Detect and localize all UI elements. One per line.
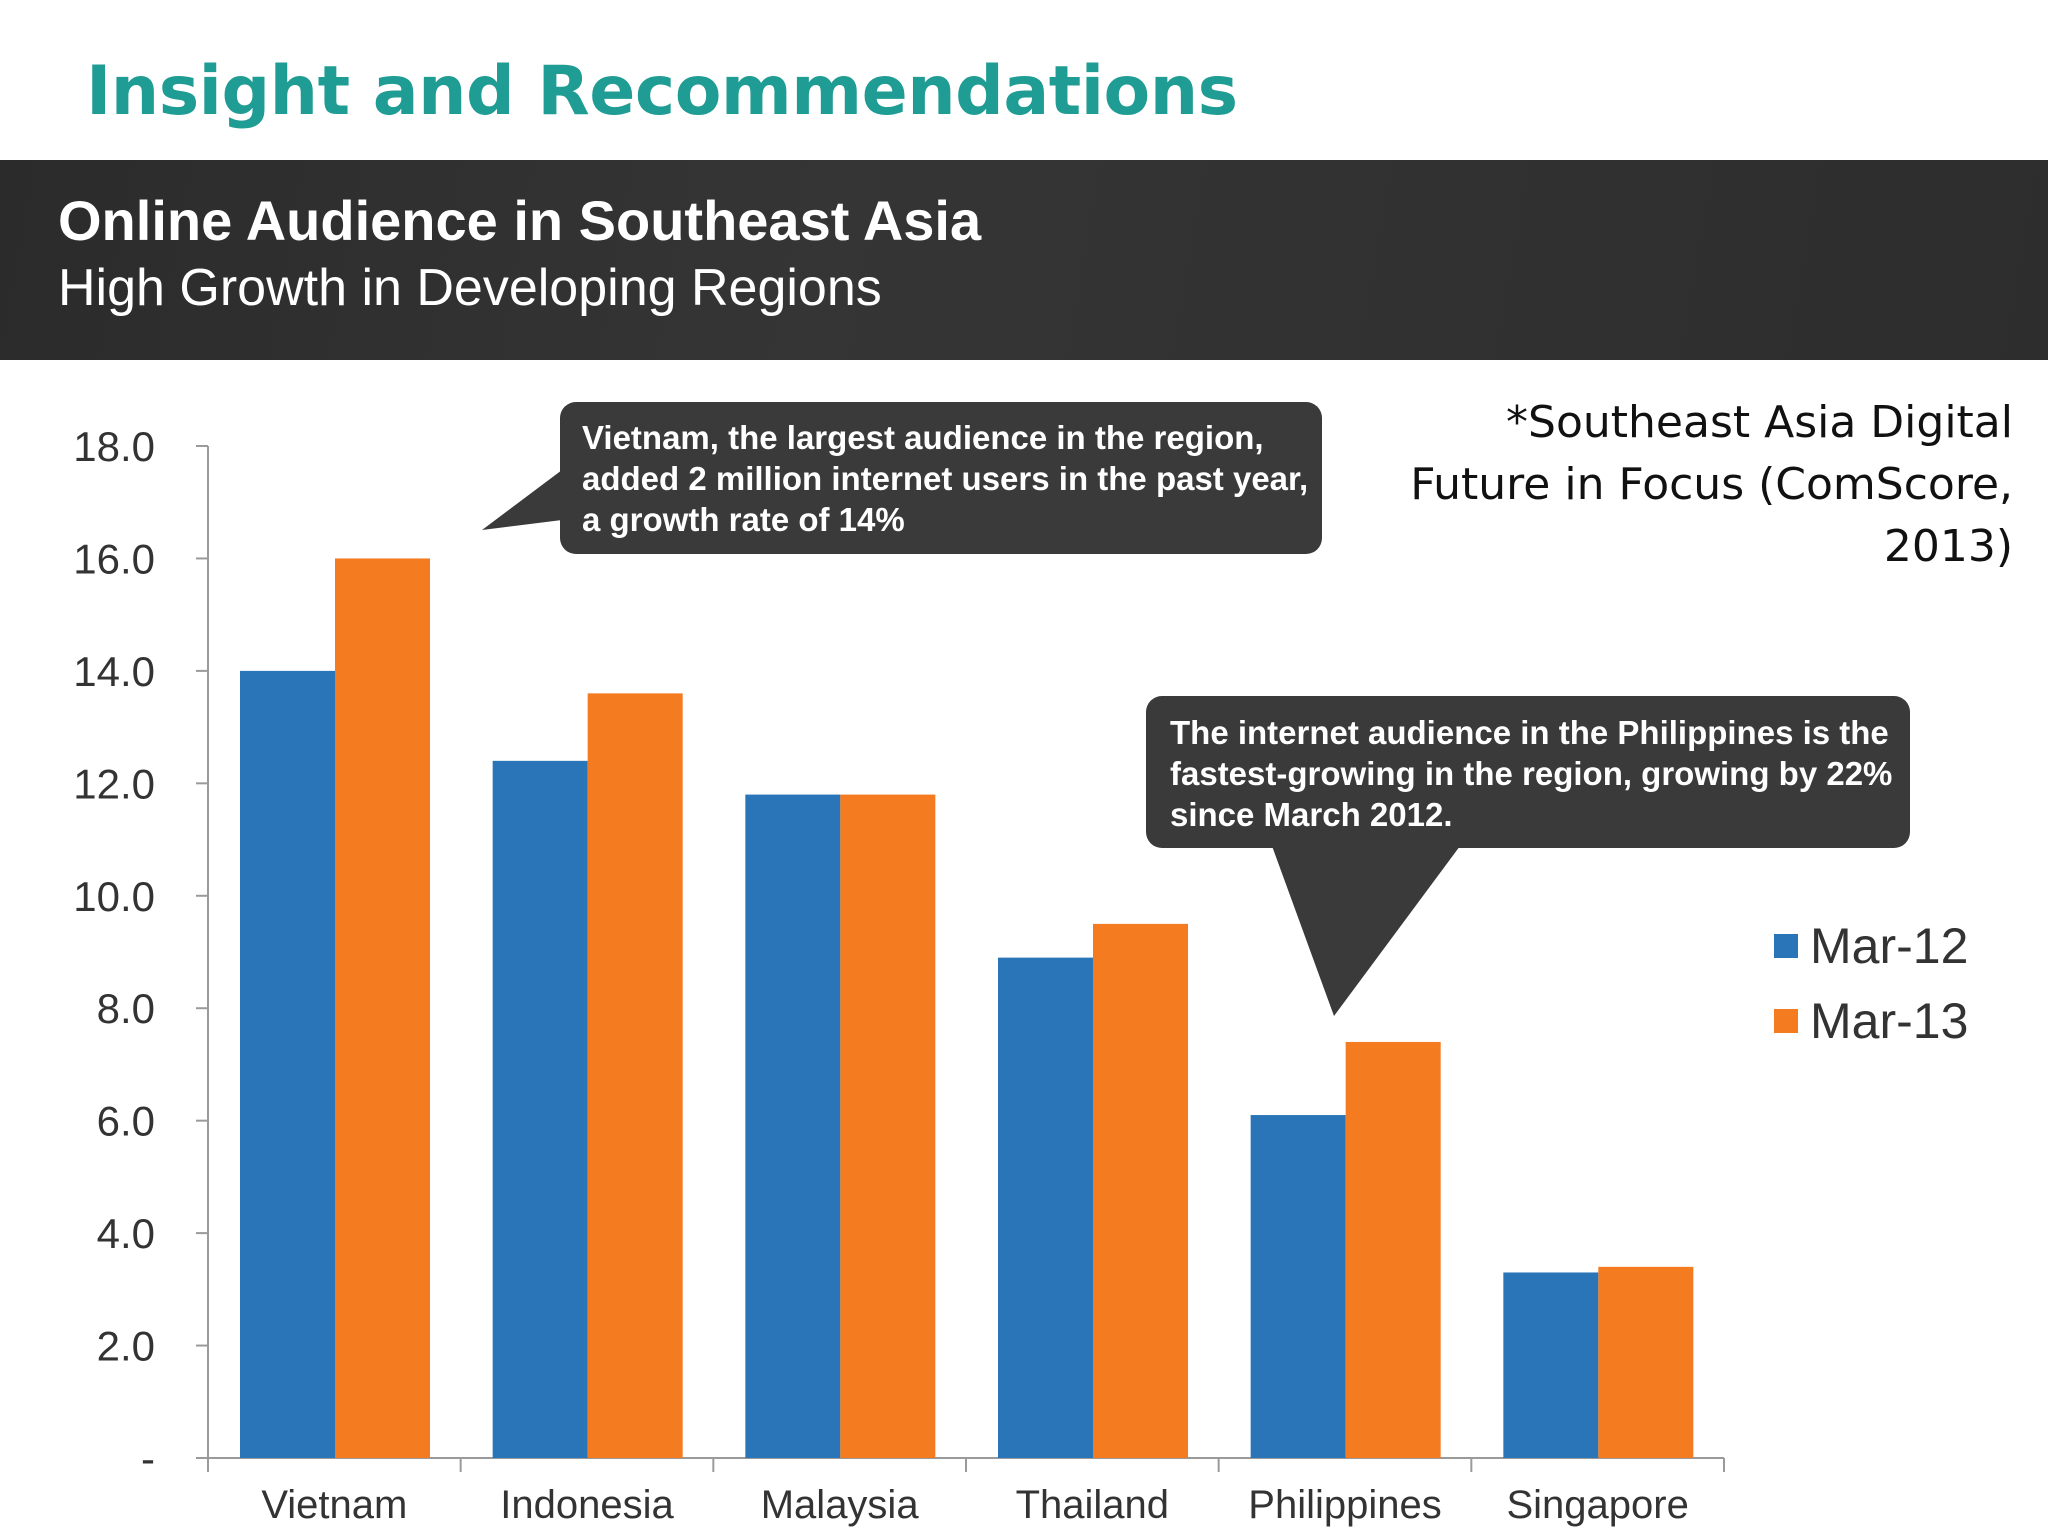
bar-indonesia-mar-13 <box>587 693 683 1458</box>
y-tick-label: 18.0 <box>73 423 155 470</box>
bar-chart: - 2.0 4.0 6.0 8.0 10.0 12.0 14.0 16.0 18.0 Vietnam… <box>73 402 1910 1527</box>
bar-singapore-mar-13 <box>1598 1266 1694 1458</box>
legend-item-mar12: Mar-12 <box>1774 908 1968 983</box>
chart-legend: Mar-12 Mar-13 <box>1774 908 1968 1058</box>
legend-label-mar12: Mar-12 <box>1810 917 1969 974</box>
vietnam-callout-bubble <box>482 402 1322 554</box>
bar-philippines-mar-12 <box>1250 1115 1346 1458</box>
x-category-label: Thailand <box>1016 1483 1169 1527</box>
y-tick-label: 10.0 <box>73 873 155 920</box>
bar-vietnam-mar-12 <box>240 670 335 1458</box>
legend-item-mar13: Mar-13 <box>1774 983 1968 1058</box>
y-tick-label: 2.0 <box>97 1323 155 1370</box>
bar-indonesia-mar-12 <box>492 760 588 1458</box>
chart-axes: - 2.0 4.0 6.0 8.0 10.0 12.0 14.0 16.0 18.0 Vietnam… <box>73 423 1725 1527</box>
legend-swatch-mar12 <box>1774 933 1798 958</box>
bar-vietnam-mar-13 <box>335 558 430 1458</box>
bar-thailand-mar-12 <box>998 957 1093 1458</box>
bar-malaysia-mar-12 <box>745 794 841 1458</box>
x-category-label: Vietnam <box>261 1483 407 1527</box>
y-tick-label: - <box>141 1435 155 1482</box>
bar-malaysia-mar-13 <box>840 794 936 1458</box>
source-note: *Southeast Asia Digital Future in Focus … <box>1410 397 2013 572</box>
y-tick-label: 8.0 <box>97 985 155 1032</box>
y-tick-label: 4.0 <box>97 1210 155 1257</box>
banner-subtitle: High Growth in Developing Regions <box>58 259 882 317</box>
philippines-callout-text: The internet audience in the Philippines… <box>1170 714 1893 833</box>
legend-label-mar13: Mar-13 <box>1810 992 1969 1049</box>
y-tick-label: 14.0 <box>73 648 155 695</box>
chart-bars <box>240 558 1694 1458</box>
banner-title: Online Audience in Southeast Asia <box>58 189 982 252</box>
x-category-label: Malaysia <box>761 1483 920 1527</box>
y-tick-label: 16.0 <box>73 535 155 582</box>
x-category-label: Philippines <box>1248 1483 1441 1527</box>
x-category-label: Indonesia <box>500 1483 674 1527</box>
legend-swatch-mar13 <box>1774 1008 1798 1033</box>
philippines-callout-bubble <box>1146 696 1910 1016</box>
callout-shapes <box>482 402 1910 1016</box>
x-category-label: Singapore <box>1506 1483 1688 1527</box>
bar-thailand-mar-13 <box>1093 923 1188 1458</box>
y-tick-label: 12.0 <box>73 760 155 807</box>
slide-title: Insight and Recommendations <box>86 52 1238 131</box>
bar-singapore-mar-12 <box>1503 1272 1599 1458</box>
bar-philippines-mar-13 <box>1345 1041 1441 1458</box>
vietnam-callout-text: Vietnam, the largest audience in the reg… <box>582 419 1309 538</box>
y-tick-label: 6.0 <box>97 1098 155 1145</box>
banner <box>0 160 2048 360</box>
